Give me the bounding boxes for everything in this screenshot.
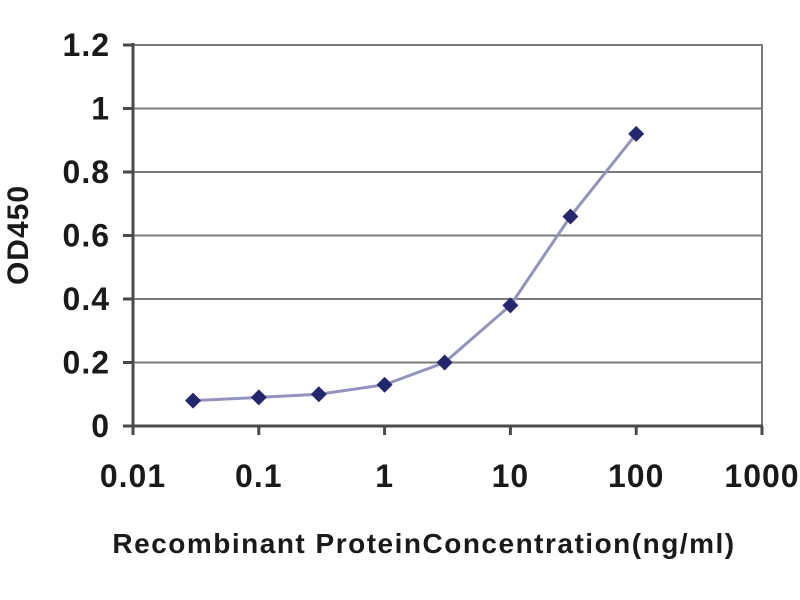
data-series-layer — [185, 125, 645, 409]
y-tick-label: 1.2 — [63, 27, 110, 63]
x-tick-label: 10 — [492, 458, 530, 494]
data-point-marker — [628, 125, 645, 142]
data-point-marker — [562, 208, 579, 225]
data-point-marker — [250, 389, 267, 406]
data-point-marker — [376, 376, 393, 393]
y-tick-label: 0.6 — [63, 218, 110, 254]
gridlines-layer — [133, 44, 763, 432]
series-line — [192, 132, 638, 403]
data-point-marker — [185, 392, 202, 409]
x-tick-label: 1000 — [724, 458, 799, 494]
y-tick-label: 0 — [91, 408, 110, 444]
y-tick-label: 1 — [91, 91, 110, 127]
data-point-marker — [310, 386, 327, 403]
x-tick-label: 1 — [375, 458, 394, 494]
y-tick-label: 0.2 — [63, 345, 110, 381]
data-point-marker — [436, 354, 453, 371]
x-tick-label: 100 — [608, 458, 664, 494]
x-tick-label: 0.01 — [100, 458, 166, 494]
y-tick-label: 0.4 — [63, 281, 110, 317]
data-point-marker — [502, 297, 519, 314]
x-axis-title: Recombinant ProteinConcentration(ng/ml) — [112, 528, 735, 559]
x-tick-label: 0.1 — [235, 458, 282, 494]
tick-labels-layer: 0 0.2 0.4 0.6 0.8 1 1.2 0.01 0.1 1 10 100 1000 — [63, 27, 799, 494]
y-axis-title: OD450 — [2, 185, 35, 285]
y-tick-label: 0.8 — [63, 154, 110, 190]
tick-marks-layer — [123, 43, 764, 435]
